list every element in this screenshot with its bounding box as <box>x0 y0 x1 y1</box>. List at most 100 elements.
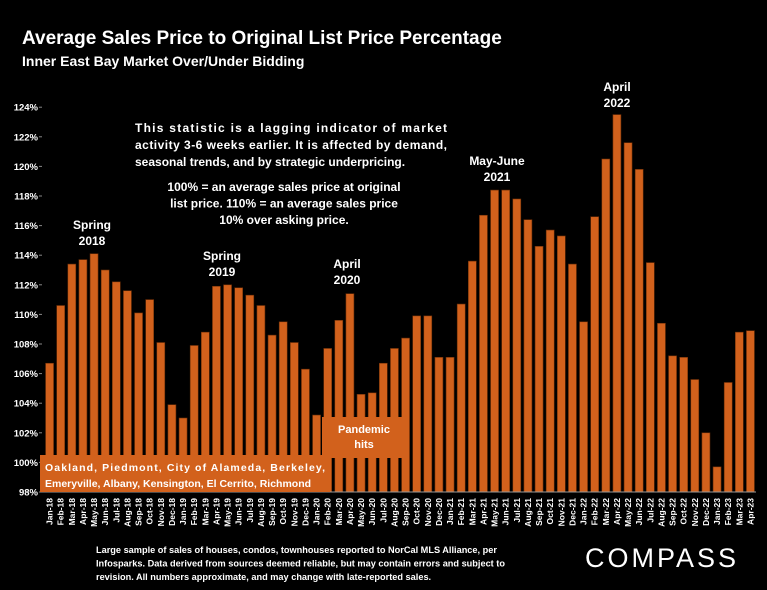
annotation: 2022 <box>604 96 631 110</box>
bar <box>512 198 522 493</box>
x-tick-label: Jul-19 <box>245 498 255 523</box>
annotation: April <box>603 80 630 94</box>
x-tick-label: Apr-21 <box>478 498 488 525</box>
x-tick-label: Jun-18 <box>100 498 110 526</box>
x-tick-label: Jun-21 <box>501 498 511 526</box>
x-tick-label: Jan-20 <box>312 498 322 525</box>
bar <box>490 189 499 493</box>
note-text: list price. 110% = an average sales pric… <box>170 197 398 211</box>
footnote: revision. All numbers approximate, and m… <box>96 572 431 582</box>
bar <box>412 315 421 493</box>
y-tick-label: 106% <box>14 369 39 380</box>
x-tick-label: Sep-18 <box>134 498 144 526</box>
cities-text: Emeryville, Albany, Kensington, El Cerri… <box>45 478 311 490</box>
bar <box>401 337 410 493</box>
x-tick-label: Nov-19 <box>289 498 299 527</box>
bar <box>679 357 688 493</box>
x-tick-label: Dec-19 <box>300 498 310 526</box>
note-text: seasonal trends, and by strategic underp… <box>135 155 405 169</box>
x-tick-label: Oct-22 <box>679 498 689 525</box>
x-tick-label: Oct-18 <box>145 498 155 525</box>
x-tick-label: Sep-20 <box>401 498 411 526</box>
bar <box>746 330 755 493</box>
x-tick-label: Oct-20 <box>412 498 422 525</box>
x-tick-label: Jan-18 <box>45 498 55 525</box>
bar <box>634 169 644 493</box>
y-tick-label: 110% <box>14 310 38 321</box>
footnote: Large sample of sales of houses, condos,… <box>96 545 497 555</box>
bar <box>723 382 733 493</box>
x-tick-label: Mar-20 <box>334 498 344 526</box>
bar <box>612 114 622 493</box>
x-tick-label: Nov-22 <box>690 498 700 527</box>
x-tick-label: Apr-20 <box>345 498 355 525</box>
bar <box>501 189 510 493</box>
x-tick-label: Oct-21 <box>545 498 555 525</box>
x-tick-label: Apr-19 <box>211 498 221 525</box>
x-tick-label: Mar-23 <box>734 498 744 526</box>
x-tick-label: Jun-19 <box>234 498 244 526</box>
x-tick-label: Jul-22 <box>645 498 655 523</box>
x-tick-label: Mar-18 <box>67 498 77 526</box>
pandemic-box <box>322 417 406 458</box>
x-tick-label: Mar-21 <box>467 498 477 526</box>
annotation: 2019 <box>209 265 236 279</box>
x-tick-label: Sep-22 <box>668 498 678 526</box>
x-tick-label: Feb-21 <box>456 498 466 526</box>
x-tick-label: May-22 <box>623 498 633 527</box>
x-tick-label: May-19 <box>223 498 233 527</box>
bar <box>456 303 466 493</box>
x-tick-label: Dec-21 <box>567 498 577 526</box>
bar <box>523 219 533 493</box>
bar <box>690 379 700 493</box>
note-text: activity 3-6 weeks earlier. It is affect… <box>135 138 447 152</box>
footnote: Infosparks. Data derived from sources de… <box>96 559 505 569</box>
bar <box>712 466 722 493</box>
y-tick-label: 98% <box>19 488 39 499</box>
chart-subtitle: Inner East Bay Market Over/Under Bidding <box>22 53 304 69</box>
y-tick-label: 100% <box>14 458 39 469</box>
bar <box>545 229 555 493</box>
bar <box>646 262 655 493</box>
x-tick-label: Dec-20 <box>434 498 444 526</box>
x-tick-label: Sep-19 <box>267 498 277 526</box>
y-tick-label: 102% <box>14 428 39 439</box>
x-tick-label: Mar-22 <box>601 498 611 526</box>
annotation: May-June <box>469 154 525 168</box>
bar <box>623 142 633 493</box>
y-tick-label: 112% <box>14 280 38 291</box>
x-tick-label: Mar-19 <box>200 498 210 526</box>
x-tick-label: Dec-22 <box>701 498 711 526</box>
annotation: Spring <box>73 218 111 232</box>
x-tick-label: May-18 <box>89 498 99 527</box>
y-tick-label: 116% <box>14 221 38 232</box>
bar <box>735 331 744 493</box>
x-tick-label: May-21 <box>490 498 500 527</box>
annotation: 2020 <box>334 273 361 287</box>
bar <box>657 322 666 493</box>
x-tick-label: Jun-22 <box>634 498 644 526</box>
bar <box>601 158 611 493</box>
x-tick-label: Aug-22 <box>656 498 666 527</box>
x-tick-label: Aug-18 <box>122 498 132 527</box>
x-tick-label: Apr-18 <box>78 498 88 525</box>
pandemic-text: Pandemic <box>338 424 390 436</box>
x-tick-label: Nov-21 <box>556 498 566 527</box>
bar <box>568 263 577 493</box>
logo: COMPASS <box>585 543 739 573</box>
bar <box>423 315 433 493</box>
bar <box>579 321 588 493</box>
bar <box>345 293 355 493</box>
x-tick-label: Feb-20 <box>323 498 333 526</box>
y-tick-label: 124% <box>14 103 39 114</box>
y-tick-label: 118% <box>14 192 38 203</box>
x-tick-label: Feb-18 <box>56 498 66 526</box>
bar <box>479 214 488 493</box>
bar <box>590 216 599 493</box>
cities-box <box>40 455 330 492</box>
x-tick-label: Nov-20 <box>423 498 433 527</box>
x-tick-label: Aug-20 <box>389 498 399 527</box>
x-tick-label: Feb-19 <box>189 498 199 526</box>
bar <box>557 235 566 493</box>
